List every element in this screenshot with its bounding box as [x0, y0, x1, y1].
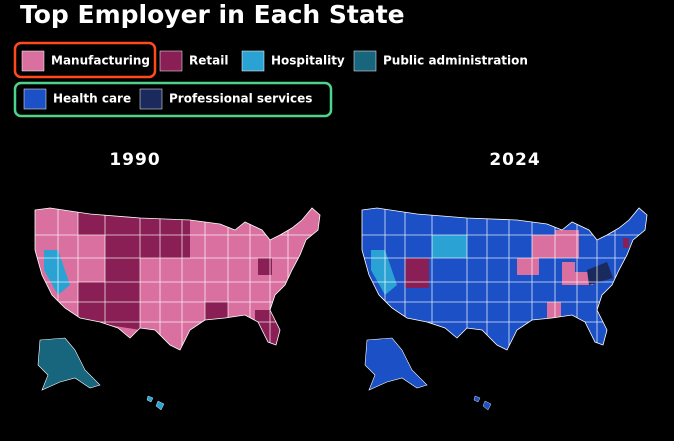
hawaii [146, 395, 165, 411]
map [361, 207, 648, 411]
state [405, 258, 429, 288]
states [362, 208, 647, 350]
state-fill [362, 208, 647, 350]
legend-label: Health care [53, 92, 131, 106]
state [562, 262, 575, 285]
state [623, 238, 629, 248]
legend-label: Retail [189, 54, 228, 68]
state [432, 235, 467, 258]
states [35, 208, 320, 350]
state [555, 230, 579, 258]
state [532, 235, 555, 258]
map-label: 1990 [109, 150, 160, 170]
highlight-box [13, 81, 333, 118]
state [44, 250, 70, 295]
state [78, 282, 140, 330]
state [517, 258, 539, 275]
state [78, 210, 190, 258]
state [371, 250, 397, 295]
legend-swatch [139, 88, 163, 110]
legend-label: Manufacturing [51, 54, 150, 68]
legend-swatch [23, 88, 47, 110]
hawaii [473, 395, 492, 411]
highlight-box [13, 41, 157, 79]
state [587, 262, 613, 285]
legend-swatch [241, 50, 265, 72]
legend-swatch [159, 50, 183, 72]
state [547, 302, 561, 322]
legend-swatch [21, 50, 45, 72]
legend-label: Public administration [383, 54, 528, 68]
legend: Manufacturing Retail Hospitality Public adm… [21, 50, 528, 110]
state [105, 258, 140, 282]
title: Top Employer in Each State [20, 0, 405, 29]
alaska [37, 337, 101, 391]
map [34, 207, 321, 411]
state [205, 302, 228, 325]
legend-label: Professional services [169, 92, 312, 106]
legend-swatch [353, 50, 377, 72]
map-label: 2024 [489, 150, 540, 170]
state [258, 258, 272, 275]
alaska [364, 337, 428, 391]
legend-label: Hospitality [271, 54, 345, 68]
